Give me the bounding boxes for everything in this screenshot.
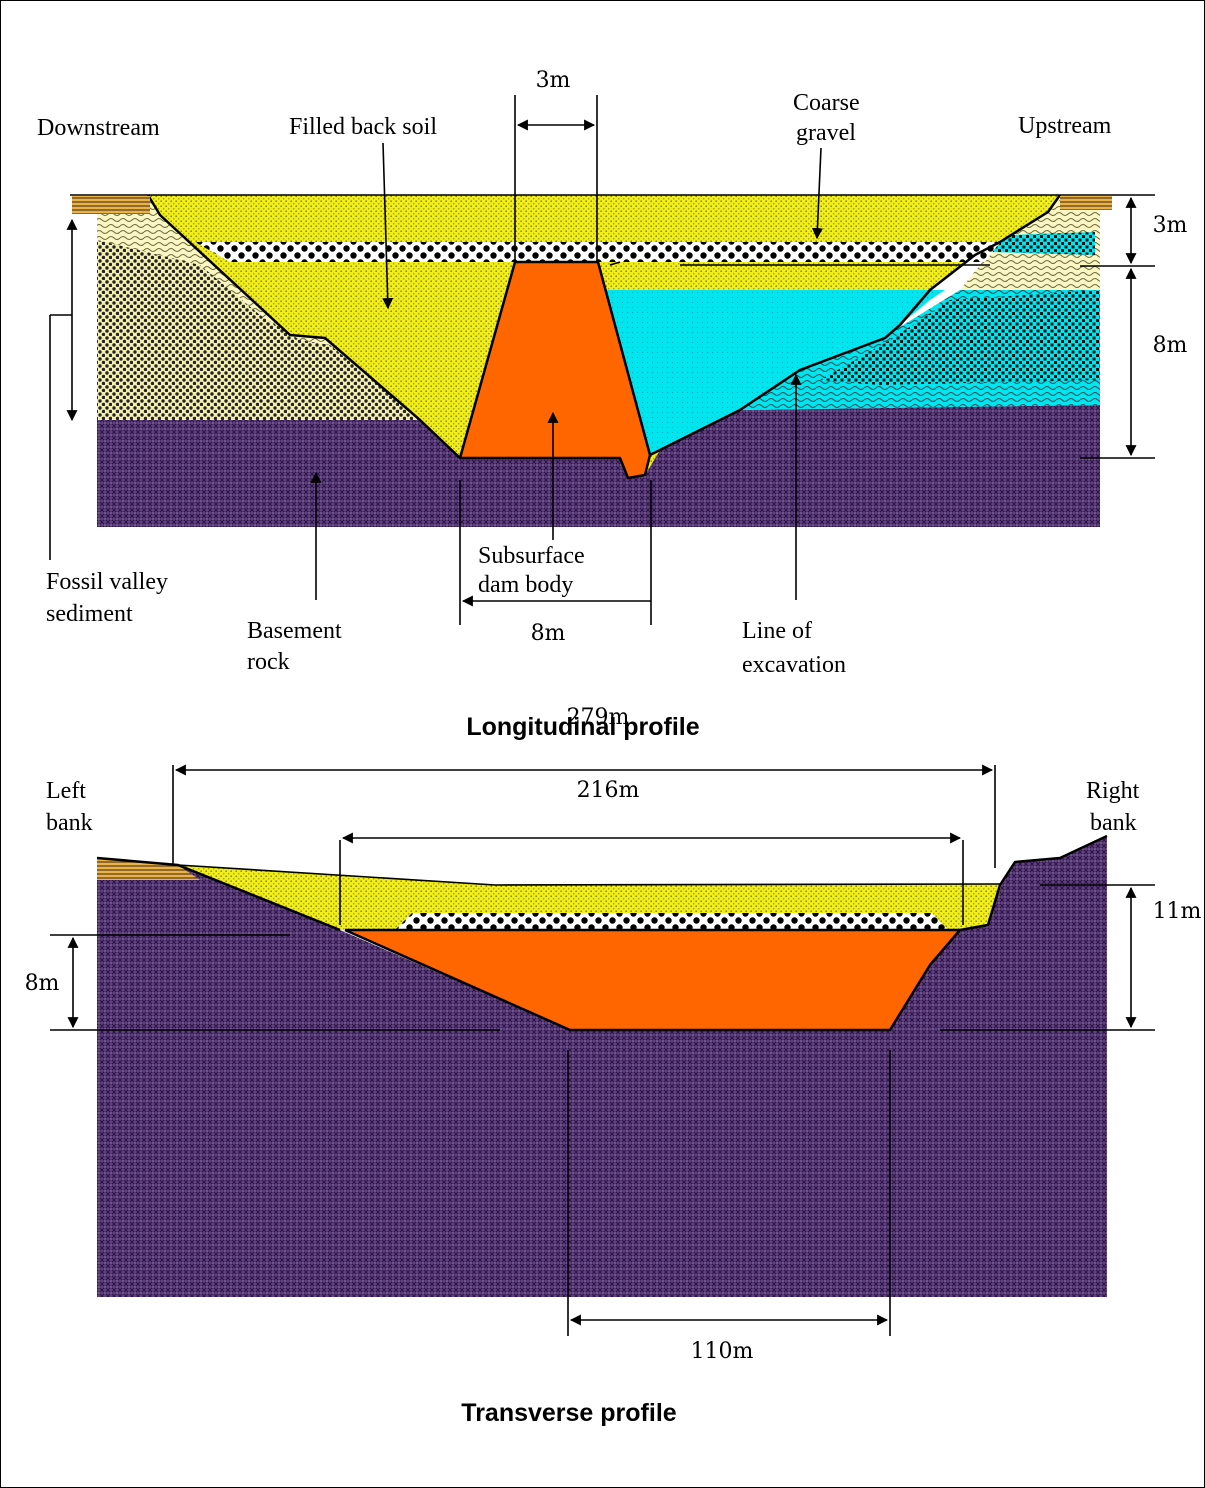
longitudinal-profile: 3m 3m 8m 8m Downstream Filled back soil … [37, 68, 1188, 741]
downstream-label: Downstream [37, 115, 160, 141]
trans-base-width-label: 110m [691, 1339, 754, 1364]
dam-body-label-2: dam body [478, 572, 573, 598]
trans-topsoil-left [97, 858, 200, 880]
trans-right-height-label: 11m [1153, 899, 1202, 924]
long-top-width-label: 3m [536, 68, 571, 93]
upstream-label: Upstream [1018, 113, 1112, 139]
longitudinal-title: Longitudinal profile [466, 713, 699, 741]
right-bank-label: Right [1086, 778, 1140, 804]
trans-crest-width-label: 216m [577, 778, 640, 803]
long-dam-body [460, 262, 650, 478]
long-top-height-label: 3m [1153, 213, 1188, 238]
long-excavation-line [146, 194, 461, 459]
fossil-sediment-label: Fossil valley [46, 569, 168, 595]
right-bank-label-2: bank [1090, 810, 1137, 836]
coarse-gravel-label: Coarse [793, 90, 860, 116]
long-topsoil-left [72, 196, 150, 214]
long-base-width-label: 8m [531, 621, 566, 646]
long-basement-rock [97, 405, 1100, 527]
filled-back-soil-label: Filled back soil [289, 114, 437, 140]
fossil-sediment-label-2: sediment [46, 601, 133, 627]
long-body-height-label: 8m [1153, 333, 1188, 358]
basement-rock-label: Basement [247, 618, 342, 644]
transverse-title: Transverse profile [461, 1399, 676, 1427]
transverse-profile: 279m 216m 110m 11m 8m Left bank Right ba… [25, 705, 1202, 1427]
long-upstream-dots-cyan [820, 290, 1100, 385]
trans-coarse-gravel [395, 913, 948, 930]
left-bank-label: Left [46, 778, 86, 804]
coarse-gravel-label-2: gravel [796, 120, 856, 146]
long-water [605, 290, 945, 458]
excavation-label: Line of [742, 618, 812, 644]
basement-rock-label-2: rock [247, 649, 290, 675]
long-downstream-sediment-dots [97, 240, 420, 420]
trans-overall-width-label: 279m [567, 705, 630, 730]
long-topsoil-right [1060, 196, 1112, 210]
trans-dam-body [345, 930, 960, 1030]
long-upstream-dots-top [990, 232, 1095, 255]
excavation-label-2: excavation [742, 652, 846, 678]
trans-basement-rock [97, 836, 1107, 1297]
dam-body-label: Subsurface [478, 543, 585, 569]
trans-left-height-label: 8m [25, 971, 60, 996]
left-bank-label-2: bank [46, 810, 93, 836]
